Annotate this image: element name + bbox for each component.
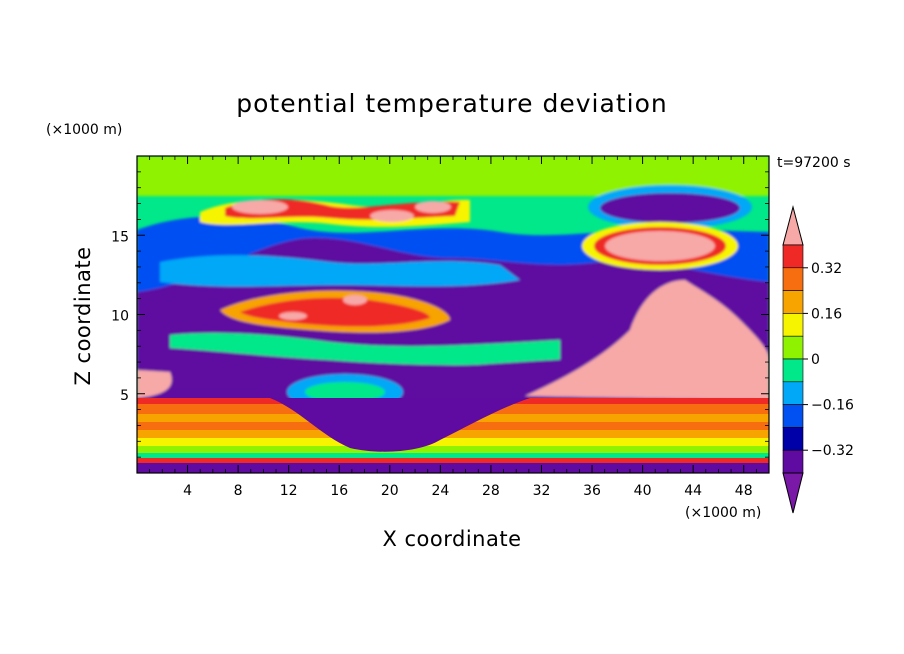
colorbar-tick-label: 0 bbox=[811, 352, 820, 368]
time-label: t=97200 s bbox=[777, 155, 851, 171]
x-tick-label: 20 bbox=[381, 483, 399, 499]
x-axis-label: X coordinate bbox=[382, 527, 521, 551]
field-region bbox=[600, 193, 740, 223]
x-unit-label: (×1000 m) bbox=[685, 505, 761, 521]
x-tick-label: 40 bbox=[634, 483, 652, 499]
colorbar-box bbox=[782, 404, 804, 428]
colorbar-box bbox=[782, 427, 804, 451]
colorbar-box bbox=[782, 267, 804, 291]
x-tick-label: 8 bbox=[234, 483, 243, 499]
y-unit-label: (×1000 m) bbox=[46, 122, 122, 138]
field-region bbox=[270, 398, 530, 452]
colorbar-box bbox=[782, 358, 804, 383]
y-tick-label: 10 bbox=[111, 309, 129, 325]
x-tick-label: 28 bbox=[482, 483, 500, 499]
y-tick-label: 15 bbox=[111, 229, 129, 245]
x-tick-label: 12 bbox=[280, 483, 298, 499]
field-region bbox=[605, 231, 715, 261]
colorbar-box bbox=[782, 449, 804, 474]
y-tick-label: 5 bbox=[120, 388, 129, 404]
colorbar-tick-label: −0.16 bbox=[811, 398, 854, 414]
colorbar-tick-label: −0.32 bbox=[811, 443, 854, 459]
field-region bbox=[232, 200, 288, 214]
colorbar-box bbox=[782, 335, 804, 360]
x-axis: 4 8 12 16 20 24 28 32 36 40 44 48 bbox=[149, 156, 757, 499]
field-band bbox=[137, 458, 769, 463]
field-band bbox=[137, 438, 769, 446]
field-band bbox=[137, 446, 769, 453]
field-region bbox=[525, 280, 769, 400]
field-band bbox=[137, 463, 769, 473]
field-band bbox=[137, 453, 769, 458]
x-tick-label: 4 bbox=[183, 483, 192, 499]
colorbar-box bbox=[782, 244, 804, 269]
colorbar-extend-bottom bbox=[782, 472, 804, 514]
field-region bbox=[370, 210, 414, 222]
colorbar-tick-label: 0.16 bbox=[811, 306, 842, 322]
field-region bbox=[343, 295, 367, 305]
x-tick-label: 44 bbox=[684, 483, 702, 499]
field-region bbox=[137, 370, 172, 398]
colorbar-tick-label: 0.32 bbox=[811, 261, 842, 277]
x-tick-label: 16 bbox=[330, 483, 348, 499]
x-tick-label: 32 bbox=[533, 483, 551, 499]
field-region bbox=[170, 332, 560, 365]
y-axis-label: Z coordinate bbox=[71, 246, 95, 385]
field-region bbox=[160, 255, 520, 287]
heatmap-field bbox=[137, 156, 769, 473]
field-region bbox=[305, 382, 385, 402]
colorbar-box bbox=[782, 381, 804, 405]
field-band bbox=[137, 430, 769, 438]
colorbar-box bbox=[782, 313, 804, 337]
colorbar-box bbox=[782, 290, 804, 314]
field-region bbox=[279, 312, 307, 320]
x-tick-label: 36 bbox=[583, 483, 601, 499]
colorbar-extend-top bbox=[782, 205, 804, 246]
field-region bbox=[415, 201, 451, 213]
x-tick-label: 48 bbox=[735, 483, 753, 499]
x-tick-label: 24 bbox=[431, 483, 449, 499]
chart-title: potential temperature deviation bbox=[236, 89, 667, 118]
colorbar: 0.32 0.16 0 −0.16 −0.32 bbox=[782, 205, 854, 514]
y-axis: 5 10 15 bbox=[111, 171, 769, 458]
